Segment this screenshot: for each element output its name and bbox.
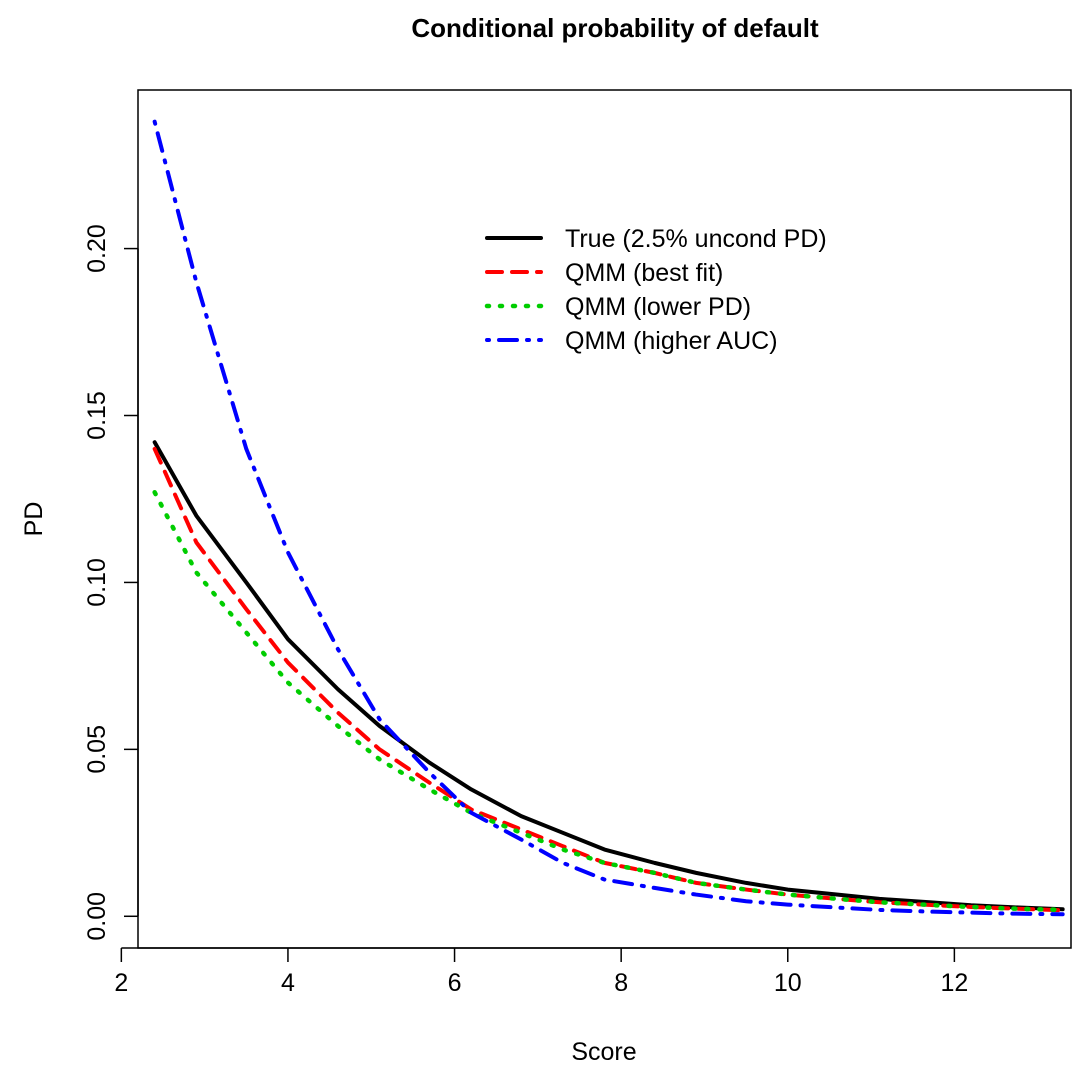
y-axis-label: PD [20, 502, 48, 537]
legend: True (2.5% uncond PD) QMM (best fit) QMM (… [484, 225, 827, 355]
y-tick-label: 0.05 [83, 725, 111, 774]
x-tick-label: 10 [774, 969, 802, 997]
x-tick-label: 8 [614, 969, 628, 997]
x-tick-label: 2 [114, 969, 128, 997]
x-tick-label: 12 [940, 969, 968, 997]
legend-label-3: QMM (lower PD) [565, 293, 751, 321]
x-tick-label: 6 [448, 969, 462, 997]
y-tick-label: 0.15 [83, 391, 111, 440]
x-tick-label: 4 [281, 969, 295, 997]
series-layer [152, 119, 1065, 917]
legend-label-2: QMM (best fit) [565, 259, 723, 287]
legend-label-1: True (2.5% uncond PD) [565, 225, 827, 253]
y-tick-label: 0.20 [83, 224, 111, 273]
series-line-4 [152, 119, 1065, 917]
legend-label-4: QMM (higher AUC) [565, 327, 778, 355]
x-axis: 2 4 6 8 10 12 [114, 947, 968, 997]
y-axis: 0.00 0.05 0.10 0.15 0.20 [83, 224, 139, 941]
x-axis-label: Score [571, 1038, 636, 1066]
series-line-2 [152, 446, 1065, 913]
y-tick-label: 0.10 [83, 558, 111, 607]
chart-title: Conditional probability of default [411, 13, 819, 43]
y-tick-label: 0.00 [83, 892, 111, 941]
plot-frame [137, 89, 1072, 949]
series-line-3 [152, 490, 1065, 913]
series-line-1 [152, 440, 1065, 912]
